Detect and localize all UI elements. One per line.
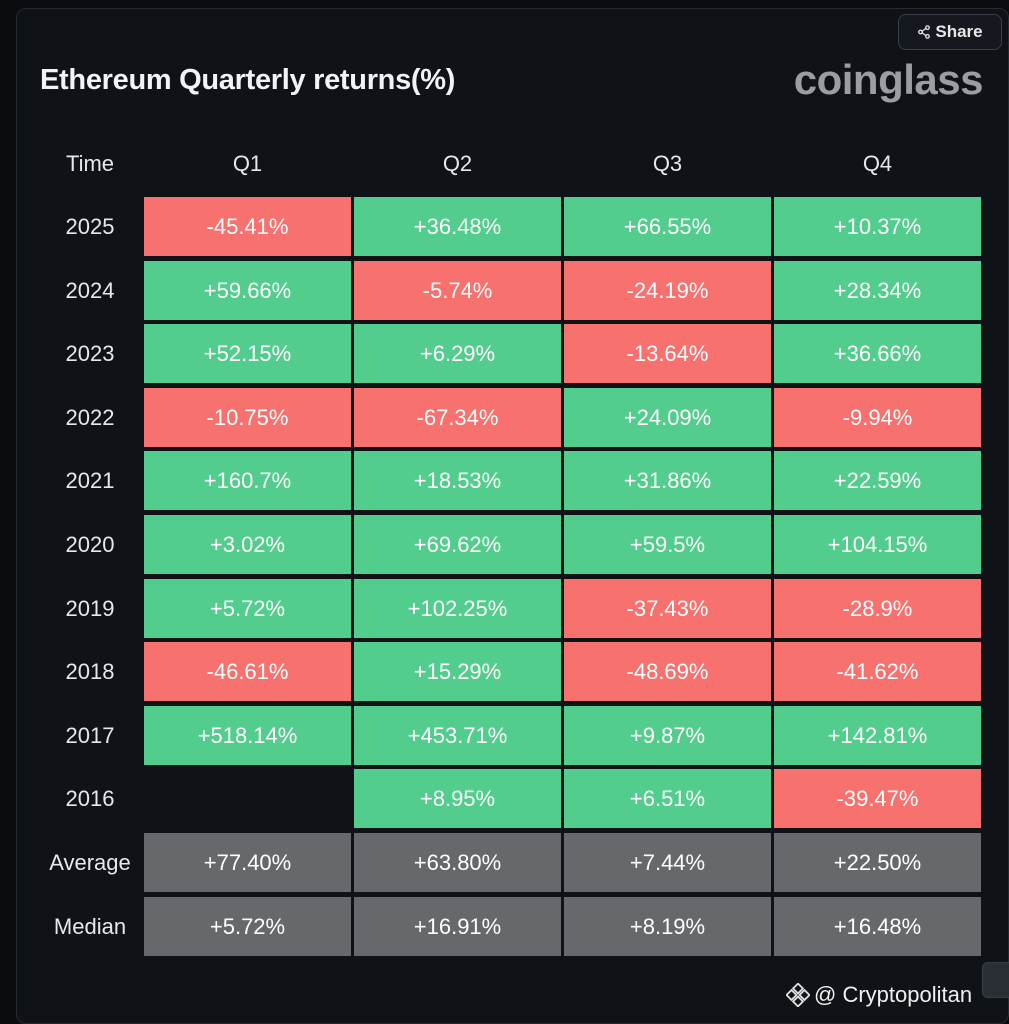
cell-2023-q4: +36.66% — [774, 324, 981, 383]
cell-2023-q1: +52.15% — [144, 324, 351, 383]
cell-2022-q2: -67.34% — [354, 388, 561, 447]
cell-2021-q2: +18.53% — [354, 451, 561, 510]
cell-2019-q4: -28.9% — [774, 579, 981, 638]
cell-median-q2: +16.91% — [354, 897, 561, 956]
cell-2016-q1 — [144, 769, 351, 828]
cell-2020-q2: +69.62% — [354, 515, 561, 574]
row-label-2020: 2020 — [65, 532, 115, 557]
cell-2017-q2: +453.71% — [354, 706, 561, 765]
cell-average-q4: +22.50% — [774, 833, 981, 892]
cell-2023-q3: -13.64% — [564, 324, 771, 383]
brand-logo: coinglass — [793, 56, 984, 103]
cell-2019-q2: +102.25% — [354, 579, 561, 638]
cell-average-q1: +77.40% — [144, 833, 351, 892]
cell-2024-q1: +59.66% — [144, 261, 351, 320]
cell-2025-q1: -45.41% — [144, 197, 351, 256]
cell-2024-q2: -5.74% — [354, 261, 561, 320]
header-q2: Q2 — [442, 151, 473, 176]
cell-2016-q2: +8.95% — [354, 769, 561, 828]
cell-2016-q4: -39.47% — [774, 769, 981, 828]
cell-2017-q4: +142.81% — [774, 706, 981, 765]
header-q4: Q4 — [862, 151, 893, 176]
cell-2020-q3: +59.5% — [564, 515, 771, 574]
cell-2021-q4: +22.59% — [774, 451, 981, 510]
chart-title: Ethereum Quarterly returns(%) — [40, 64, 456, 96]
watermark: @ Cryptopolitan — [786, 982, 972, 1008]
cell-2016-q3: +6.51% — [564, 769, 771, 828]
cell-2020-q4: +104.15% — [774, 515, 981, 574]
cell-2024-q3: -24.19% — [564, 261, 771, 320]
row-label-2022: 2022 — [65, 405, 115, 430]
cell-2022-q1: -10.75% — [144, 388, 351, 447]
cell-2022-q4: -9.94% — [774, 388, 981, 447]
cell-2020-q1: +3.02% — [144, 515, 351, 574]
header-time: Time — [65, 151, 115, 176]
cell-average-q2: +63.80% — [354, 833, 561, 892]
cell-2021-q3: +31.86% — [564, 451, 771, 510]
cell-2018-q1: -46.61% — [144, 642, 351, 701]
cell-median-q1: +5.72% — [144, 897, 351, 956]
row-label-2024: 2024 — [65, 278, 115, 303]
row-label-median: Median — [53, 914, 127, 939]
cell-2017-q1: +518.14% — [144, 706, 351, 765]
row-label-average: Average — [49, 850, 131, 875]
cell-2018-q2: +15.29% — [354, 642, 561, 701]
row-label-2023: 2023 — [65, 341, 115, 366]
cell-2021-q1: +160.7% — [144, 451, 351, 510]
header-q3: Q3 — [652, 151, 683, 176]
cell-2018-q4: -41.62% — [774, 642, 981, 701]
cell-2025-q2: +36.48% — [354, 197, 561, 256]
diamond-logo-icon — [786, 983, 810, 1007]
row-label-2021: 2021 — [65, 468, 115, 493]
settings-icon[interactable] — [982, 962, 1009, 998]
row-label-2019: 2019 — [65, 596, 115, 621]
cell-median-q4: +16.48% — [774, 897, 981, 956]
cell-average-q3: +7.44% — [564, 833, 771, 892]
cell-2017-q3: +9.87% — [564, 706, 771, 765]
watermark-text: @ Cryptopolitan — [814, 982, 973, 1007]
row-label-2017: 2017 — [65, 723, 115, 748]
cell-2018-q3: -48.69% — [564, 642, 771, 701]
row-label-2025: 2025 — [65, 214, 115, 239]
share-label: Share — [935, 22, 983, 41]
cell-2023-q2: +6.29% — [354, 324, 561, 383]
cell-2019-q3: -37.43% — [564, 579, 771, 638]
cell-2025-q4: +10.37% — [774, 197, 981, 256]
cell-2024-q4: +28.34% — [774, 261, 981, 320]
row-label-2018: 2018 — [65, 659, 115, 684]
share-icon — [918, 25, 931, 39]
cell-median-q3: +8.19% — [564, 897, 771, 956]
cell-2025-q3: +66.55% — [564, 197, 771, 256]
header-q1: Q1 — [232, 151, 263, 176]
cell-2022-q3: +24.09% — [564, 388, 771, 447]
cell-2019-q1: +5.72% — [144, 579, 351, 638]
row-label-2016: 2016 — [65, 786, 115, 811]
share-button[interactable]: Share — [898, 14, 1002, 50]
